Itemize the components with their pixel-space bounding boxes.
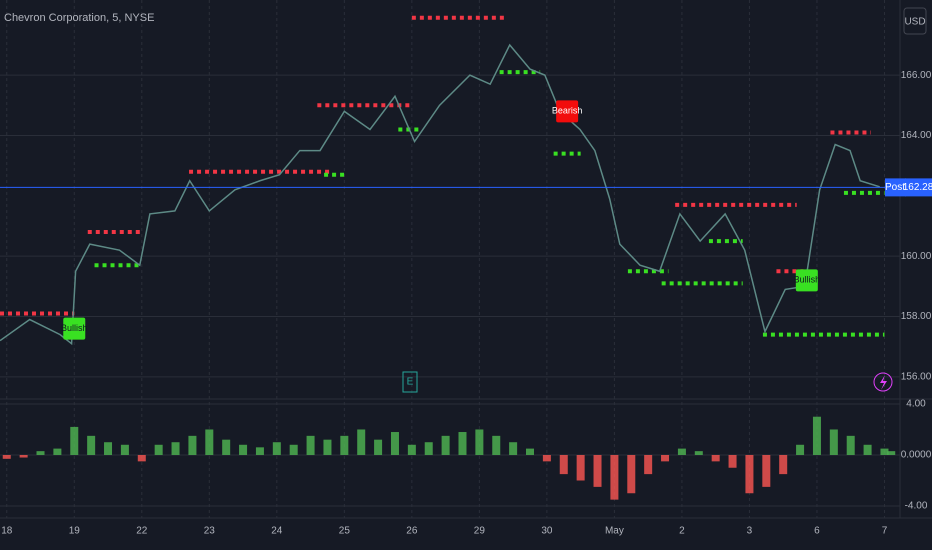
osc-bar bbox=[255, 447, 264, 455]
x-tick-label: 25 bbox=[339, 526, 351, 537]
x-tick-label: 23 bbox=[204, 526, 216, 537]
x-tick-label: 26 bbox=[406, 526, 418, 537]
plot-layer: 18 19 22 23 24 25 26 29 30 May 2 3 6 7156.00158.00160… bbox=[0, 0, 932, 537]
osc-bar bbox=[796, 444, 805, 455]
osc-bar bbox=[188, 435, 197, 455]
osc-bar bbox=[154, 444, 163, 455]
signal-label: Bearish bbox=[552, 106, 583, 116]
x-tick-label: May bbox=[605, 526, 624, 537]
osc-bar bbox=[812, 416, 821, 455]
signal-label: Bullish bbox=[794, 275, 821, 285]
osc-bar bbox=[222, 439, 231, 455]
session-label: Post bbox=[885, 182, 905, 193]
osc-bar bbox=[559, 454, 568, 475]
osc-bar bbox=[576, 454, 585, 481]
osc-bar bbox=[887, 451, 896, 455]
x-tick-label: 29 bbox=[474, 526, 486, 537]
osc-tick-label: 0.0000 bbox=[901, 450, 932, 461]
x-tick-label: 24 bbox=[271, 526, 283, 537]
x-tick-label: 2 bbox=[679, 526, 685, 537]
y-tick-label: 156.00 bbox=[901, 372, 932, 383]
currency-label: USD bbox=[904, 17, 925, 28]
osc-bar bbox=[610, 454, 619, 500]
x-tick-label: 30 bbox=[541, 526, 553, 537]
osc-bar bbox=[779, 454, 788, 475]
x-tick-label: 6 bbox=[814, 526, 820, 537]
osc-bar bbox=[357, 429, 366, 455]
osc-bar bbox=[441, 435, 450, 455]
osc-bar bbox=[390, 432, 399, 455]
signal-box bbox=[795, 269, 818, 292]
osc-tick-label: -4.00 bbox=[905, 501, 928, 512]
signal-box bbox=[63, 317, 86, 340]
osc-bar bbox=[863, 444, 872, 455]
osc-bar bbox=[711, 454, 720, 462]
osc-bar bbox=[762, 454, 771, 487]
osc-tick-label: 4.00 bbox=[906, 399, 926, 410]
osc-bar bbox=[104, 442, 113, 455]
osc-bar bbox=[745, 454, 754, 494]
signal-box bbox=[556, 100, 579, 123]
osc-bar bbox=[239, 444, 248, 455]
alert-bolt bbox=[880, 375, 887, 390]
signal-label: Bullish bbox=[61, 323, 88, 333]
osc-bar bbox=[880, 448, 889, 455]
osc-bar bbox=[340, 435, 349, 455]
currency-button[interactable] bbox=[903, 7, 927, 35]
osc-bar bbox=[728, 454, 737, 468]
osc-bar bbox=[593, 454, 602, 487]
osc-bar bbox=[424, 442, 433, 455]
osc-bar bbox=[171, 442, 180, 455]
y-tick-label: 164.00 bbox=[901, 130, 932, 141]
x-tick-label: 7 bbox=[882, 526, 888, 537]
osc-bar bbox=[846, 435, 855, 455]
osc-bar bbox=[542, 454, 551, 462]
x-tick-label: 18 bbox=[1, 526, 13, 537]
osc-bar bbox=[829, 429, 838, 455]
osc-bar bbox=[458, 432, 467, 455]
osc-bar bbox=[87, 435, 96, 455]
earnings-icon: E bbox=[407, 377, 414, 388]
last-price-badge bbox=[905, 178, 932, 197]
y-tick-label: 158.00 bbox=[901, 311, 932, 322]
osc-bar bbox=[53, 448, 62, 455]
y-tick-label: 160.00 bbox=[901, 251, 932, 262]
osc-bar bbox=[661, 454, 670, 462]
osc-bar bbox=[526, 448, 535, 455]
osc-bar bbox=[644, 454, 653, 475]
osc-bar bbox=[407, 444, 416, 455]
osc-bar bbox=[694, 451, 703, 455]
osc-bar bbox=[272, 442, 281, 455]
osc-bar bbox=[137, 454, 146, 462]
osc-bar bbox=[627, 454, 636, 494]
osc-bar bbox=[2, 454, 11, 459]
osc-bar bbox=[205, 429, 214, 455]
y-tick-label: 166.00 bbox=[901, 70, 932, 81]
alert-icon[interactable] bbox=[873, 372, 893, 392]
last-price-label: 162.28 bbox=[903, 182, 932, 193]
osc-bar bbox=[306, 435, 315, 455]
osc-bar bbox=[289, 444, 298, 455]
x-tick-label: 3 bbox=[747, 526, 753, 537]
x-tick-label: 19 bbox=[69, 526, 81, 537]
osc-bar bbox=[19, 454, 28, 458]
osc-bar bbox=[509, 442, 518, 455]
chart-title: Chevron Corporation, 5, NYSE bbox=[4, 12, 154, 24]
osc-bar bbox=[36, 451, 45, 455]
session-badge bbox=[885, 178, 906, 197]
osc-bar bbox=[120, 444, 129, 455]
osc-bar bbox=[475, 429, 484, 455]
osc-bar bbox=[492, 435, 501, 455]
osc-bar bbox=[323, 439, 332, 455]
x-tick-label: 22 bbox=[136, 526, 148, 537]
osc-bar bbox=[677, 448, 686, 455]
earnings-marker[interactable] bbox=[402, 371, 418, 393]
osc-bar bbox=[70, 426, 79, 455]
osc-bar bbox=[374, 439, 383, 455]
price-line bbox=[0, 43, 880, 346]
